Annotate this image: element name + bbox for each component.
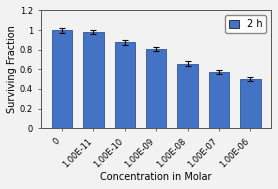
Bar: [52, 30, 72, 128]
Bar: [209, 72, 229, 128]
Bar: [177, 64, 198, 128]
Bar: [240, 79, 260, 128]
X-axis label: Concentration in Molar: Concentration in Molar: [100, 172, 212, 182]
Bar: [115, 42, 135, 128]
Legend: 2 h: 2 h: [225, 15, 266, 33]
Bar: [83, 32, 104, 128]
Y-axis label: Surviving Fraction: Surviving Fraction: [7, 25, 17, 113]
Bar: [146, 49, 167, 128]
